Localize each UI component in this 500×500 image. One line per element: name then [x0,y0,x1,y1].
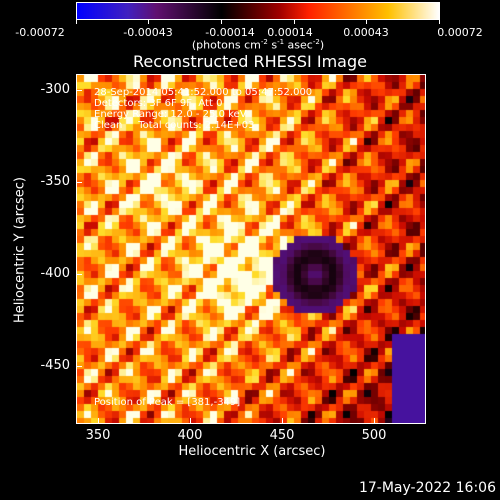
colorbar-tick [76,20,77,24]
y-tick-label: -350 [40,174,70,189]
colorbar-label: 0.00043 [343,26,389,39]
reconstructed-image-heatmap [77,75,425,423]
x-tick [282,418,283,424]
y-tick [76,274,82,275]
y-tick-label: -450 [40,358,70,373]
y-tick [76,90,82,91]
x-tick-label: 400 [177,428,203,443]
y-tick-label: -300 [40,82,70,97]
y-tick [76,182,82,183]
x-tick-label: 500 [361,428,387,443]
colorbar-tick [148,20,149,24]
info-detectors: Detectors: 3F 6F 9F, Att 0 [94,98,223,109]
info-energy-range: Energy Range: 12.0 - 25.0 keV [94,109,247,120]
colorbar-label: 0.00014 [267,26,313,39]
x-tick-label: 450 [269,428,295,443]
colorbar-units: (photons cm-2 s-1 asec-2) [191,38,325,52]
colorbar-label: -0.00043 [123,26,173,39]
colorbar-tick [294,20,295,24]
x-axis-label: Heliocentric X (arcsec) [178,444,326,459]
colorbar-label: 0.00072 [437,26,483,39]
colorbar-label: -0.00014 [205,26,255,39]
x-tick [98,418,99,424]
colorbar-tick [366,20,367,24]
peak-position: Position of Peak = [381,-349] [94,397,241,408]
colorbar-tick [221,20,222,24]
y-tick-label: -400 [40,266,70,281]
x-tick-label: 350 [85,428,111,443]
image-plot: 28-Sep-2014 05:41:52.000 to 05:47:52.000… [76,74,426,424]
plot-title: Reconstructed RHESSI Image [133,52,367,71]
datestamp: 17-May-2022 16:06 [358,480,496,496]
colorbar-label: -0.00072 [15,26,65,39]
info-clean-counts: Clean Total counts: 2.14E+03 [94,120,255,131]
colorbar [76,2,440,20]
x-tick [374,418,375,424]
x-tick [190,418,191,424]
y-axis-label: Heliocentric Y (arcsec) [12,177,28,323]
colorbar-tick [439,20,440,24]
y-tick [76,366,82,367]
info-time-range: 28-Sep-2014 05:41:52.000 to 05:47:52.000 [94,87,313,98]
